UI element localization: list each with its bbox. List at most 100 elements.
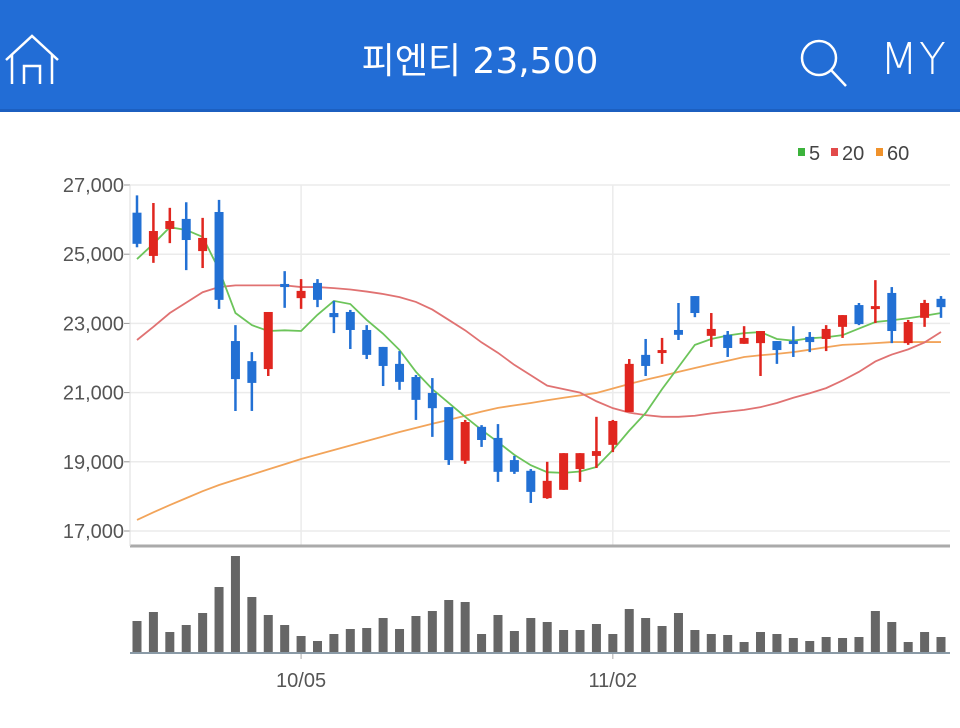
candle bbox=[657, 337, 667, 364]
candle bbox=[460, 419, 470, 464]
volume-bar bbox=[772, 634, 782, 653]
candle bbox=[477, 425, 487, 447]
volume-bar bbox=[165, 632, 175, 653]
candle bbox=[838, 315, 848, 338]
candle-body bbox=[608, 420, 618, 445]
volume-bar bbox=[460, 602, 470, 653]
volume-bar bbox=[706, 634, 716, 653]
volume-bar bbox=[854, 637, 864, 653]
candle-body bbox=[903, 322, 913, 344]
candle-body bbox=[805, 336, 815, 343]
candle bbox=[198, 217, 208, 269]
candle-body bbox=[591, 451, 601, 456]
candle bbox=[132, 195, 142, 248]
candle-body bbox=[756, 331, 766, 344]
candle-body bbox=[132, 212, 142, 244]
candle-body bbox=[427, 392, 437, 409]
volume-bar bbox=[920, 632, 930, 653]
candle bbox=[214, 199, 224, 309]
volume-bar bbox=[526, 618, 536, 653]
candle-body bbox=[673, 329, 683, 335]
candle bbox=[575, 453, 585, 482]
candle-body bbox=[509, 460, 519, 472]
candle-body bbox=[444, 407, 454, 461]
candle-body bbox=[214, 211, 224, 300]
volume-bar bbox=[591, 624, 601, 653]
candle-body bbox=[788, 341, 798, 345]
volume-bar bbox=[378, 618, 388, 653]
candle-body bbox=[772, 341, 782, 351]
candle bbox=[427, 378, 437, 437]
candle-body bbox=[690, 296, 700, 314]
candle bbox=[542, 461, 552, 499]
volume-bar bbox=[296, 636, 306, 653]
candle bbox=[673, 302, 683, 341]
candle-body bbox=[411, 377, 421, 400]
volume-bar bbox=[690, 630, 700, 653]
volume-bar bbox=[739, 642, 749, 653]
volume-bar bbox=[132, 621, 142, 653]
volume-bar bbox=[673, 613, 683, 653]
volume-bar bbox=[214, 587, 224, 653]
candle-body bbox=[296, 290, 306, 299]
candle-body bbox=[362, 329, 372, 355]
volume-bar bbox=[756, 632, 766, 653]
volume-bar bbox=[345, 629, 355, 653]
volume-bar bbox=[329, 634, 339, 653]
legend-swatch bbox=[876, 148, 883, 156]
candle-body bbox=[657, 350, 667, 354]
candle-body bbox=[854, 305, 864, 325]
candle-body bbox=[493, 437, 503, 472]
volume-bar bbox=[788, 638, 798, 653]
x-tick-label: 11/02 bbox=[589, 670, 638, 692]
candle-body bbox=[920, 302, 930, 318]
candle bbox=[280, 271, 290, 308]
candle bbox=[509, 455, 519, 474]
candle bbox=[920, 299, 930, 327]
candle bbox=[493, 424, 503, 482]
legend-label: 5 bbox=[809, 143, 820, 165]
candle-body bbox=[838, 315, 848, 327]
candle-body bbox=[723, 334, 733, 348]
candle-body bbox=[821, 328, 831, 339]
candle-body bbox=[312, 282, 322, 300]
volume-bar bbox=[230, 556, 240, 653]
my-button[interactable]: MY bbox=[880, 34, 947, 85]
legend-swatch bbox=[798, 148, 805, 156]
candle-body bbox=[936, 298, 946, 308]
volume-bar bbox=[247, 597, 257, 653]
home-icon[interactable] bbox=[2, 30, 62, 86]
candle bbox=[230, 325, 240, 411]
candle bbox=[641, 338, 651, 376]
candle-body bbox=[526, 470, 536, 492]
y-tick-label: 27,000 bbox=[63, 175, 124, 197]
candle bbox=[526, 469, 536, 503]
candle-body bbox=[477, 426, 487, 441]
candle bbox=[181, 202, 191, 271]
candle bbox=[411, 374, 421, 420]
candle bbox=[608, 419, 618, 453]
candle bbox=[887, 287, 897, 344]
volume-bar bbox=[821, 637, 831, 653]
candle bbox=[821, 325, 831, 352]
candle-body bbox=[395, 363, 405, 382]
candle bbox=[312, 279, 322, 308]
volume-bar bbox=[542, 622, 552, 653]
legend-swatch bbox=[831, 148, 838, 156]
y-tick-label: 19,000 bbox=[63, 452, 124, 474]
volume-bar bbox=[805, 641, 815, 653]
search-icon[interactable] bbox=[798, 38, 850, 88]
legend-item: 20 bbox=[831, 143, 864, 165]
candle bbox=[444, 407, 454, 465]
candle bbox=[624, 359, 634, 412]
volume-bar bbox=[624, 609, 634, 653]
page-title: 피엔티 23,500 bbox=[361, 41, 599, 82]
volume-bar bbox=[903, 642, 913, 653]
candle bbox=[378, 346, 388, 387]
candle bbox=[936, 296, 946, 318]
candle-body bbox=[706, 328, 716, 336]
candle bbox=[690, 296, 700, 318]
volume-bar bbox=[887, 622, 897, 653]
candle-body bbox=[870, 306, 880, 310]
candle bbox=[756, 331, 766, 376]
